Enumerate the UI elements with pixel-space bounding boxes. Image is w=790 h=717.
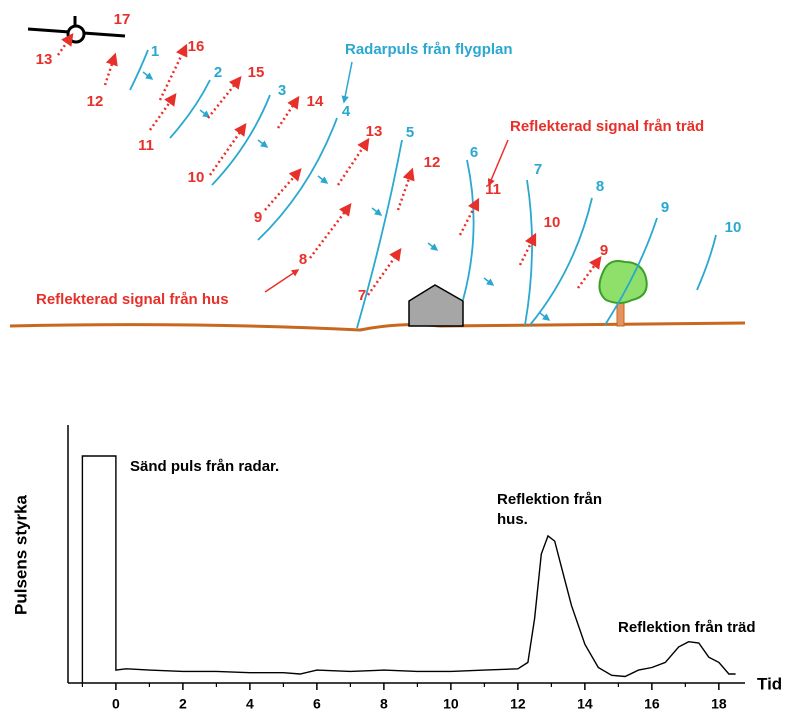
radar-scene: Radarpuls från flygplan Reflekterad sign… xyxy=(9,11,746,332)
reflection-wave xyxy=(207,76,242,119)
reflection-number: 17 xyxy=(114,11,131,28)
reflection-number: 16 xyxy=(188,38,205,55)
reflection-wave xyxy=(396,167,415,211)
reflection-number: 13 xyxy=(36,51,53,68)
pulse-number: 9 xyxy=(661,199,669,216)
pulse-wave xyxy=(696,234,717,291)
pulse-number: 7 xyxy=(534,161,542,178)
x-tick-label: 18 xyxy=(711,696,727,712)
reflection-wave xyxy=(56,32,74,56)
reflection-number: 11 xyxy=(138,137,154,154)
x-tick-label: 8 xyxy=(380,696,388,712)
y-axis-label: Pulsens styrka xyxy=(11,494,30,615)
wave-arrow xyxy=(199,109,211,118)
tree-reflection-label: Reflekterad signal från träd xyxy=(510,118,704,135)
pulse-wave xyxy=(529,197,593,326)
reflection-wave xyxy=(208,122,247,176)
reflection-number: 8 xyxy=(299,251,307,268)
pulse-wave xyxy=(462,159,475,301)
x-tick-label: 14 xyxy=(577,696,593,712)
pulse-wave xyxy=(604,217,658,326)
pulse-wave xyxy=(524,179,533,326)
pulse-number: 8 xyxy=(596,178,604,195)
reflection-number: 14 xyxy=(307,93,324,110)
x-tick-label: 16 xyxy=(644,696,660,712)
pulse-number: 3 xyxy=(278,82,286,99)
reflection-wave xyxy=(518,232,537,266)
reflection-number: 13 xyxy=(366,123,383,140)
x-tick-label: 10 xyxy=(443,696,459,712)
x-tick-label: 12 xyxy=(510,696,526,712)
reflection-wave xyxy=(158,43,188,101)
reflection-wave xyxy=(309,203,352,259)
reflection-number: 12 xyxy=(424,154,441,171)
pulse-number: 1 xyxy=(151,43,159,60)
reflection-wave xyxy=(366,247,402,296)
pulse-number: 2 xyxy=(214,64,222,81)
annotation: Reflektion från xyxy=(497,491,602,508)
pointer-arrow xyxy=(341,61,353,104)
pointer-arrow xyxy=(264,269,300,293)
reflection-number: 7 xyxy=(358,287,366,304)
x-tick-label: 4 xyxy=(246,696,254,712)
wave-arrow xyxy=(142,71,154,80)
reflection-number: 15 xyxy=(248,64,265,81)
pulse-wave xyxy=(257,117,338,241)
reflection-wave xyxy=(264,168,302,211)
reflection-number: 11 xyxy=(485,181,501,198)
wave-arrow xyxy=(371,207,383,216)
annotation: hus. xyxy=(497,511,528,528)
reflection-number: 10 xyxy=(188,169,205,186)
x-axis-label: Tid xyxy=(757,674,782,693)
annotation: Sänd puls från radar. xyxy=(130,458,279,475)
pulse-number: 6 xyxy=(470,144,478,161)
pulse-wave xyxy=(169,79,211,139)
house-reflection-label: Reflekterad signal från hus xyxy=(36,291,229,308)
pulse-label: Radarpuls från flygplan xyxy=(345,41,513,58)
reflection-number: 9 xyxy=(254,209,262,226)
chart: Pulsens styrka Tid Sänd puls från radar.… xyxy=(11,425,782,712)
pulse-wave xyxy=(211,94,271,186)
tree-crown xyxy=(598,260,648,304)
pulse-number: 10 xyxy=(725,219,742,236)
wave-arrow xyxy=(317,175,329,184)
reflection-wave xyxy=(576,255,602,289)
x-tick-label: 0 xyxy=(112,696,120,712)
reflection-number: 10 xyxy=(544,214,561,231)
x-tick-label: 6 xyxy=(313,696,321,712)
ground xyxy=(9,321,746,332)
pointer-arrow xyxy=(487,139,509,187)
wave-arrow xyxy=(257,139,269,148)
reflection-number: 12 xyxy=(87,93,104,110)
reflection-wave xyxy=(458,197,480,236)
house xyxy=(408,284,464,327)
wave-arrow xyxy=(539,312,551,321)
signal-line xyxy=(81,455,736,683)
reflection-wave xyxy=(148,92,177,131)
wave-arrow xyxy=(483,277,495,286)
reflection-wave xyxy=(276,95,300,129)
wave-arrow xyxy=(427,242,439,251)
pulse-wave xyxy=(356,139,403,329)
reflection-number: 9 xyxy=(600,242,608,259)
x-tick-label: 2 xyxy=(179,696,187,712)
pulse-number: 4 xyxy=(342,103,351,120)
pulse-number: 5 xyxy=(406,124,414,141)
reflection-wave xyxy=(336,137,370,186)
pulse-wave xyxy=(129,49,149,91)
reflection-wave xyxy=(103,52,118,86)
plane-body xyxy=(66,24,86,44)
annotation: Reflektion från träd xyxy=(618,619,756,636)
